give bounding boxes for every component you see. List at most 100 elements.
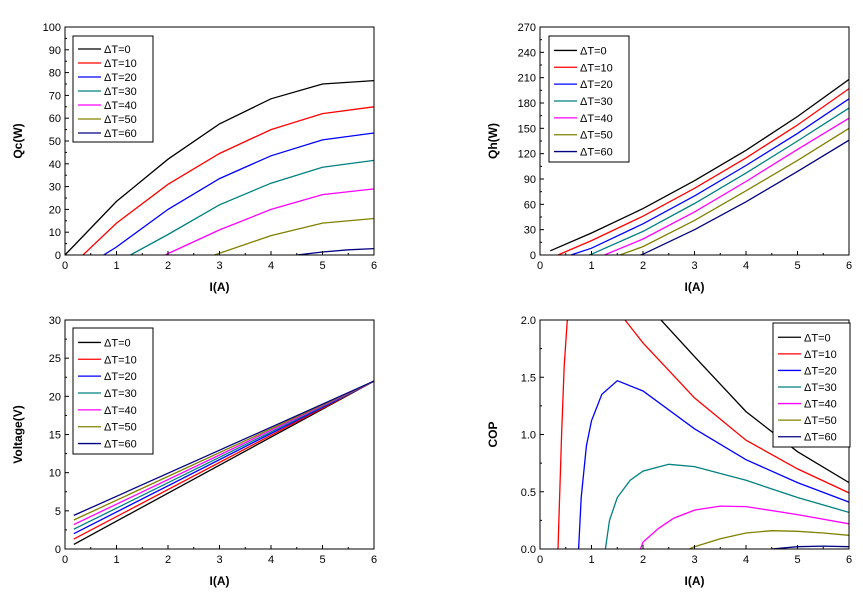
y-tick-label: 60 bbox=[524, 199, 536, 211]
legend-entry: ΔT=50 bbox=[580, 130, 613, 142]
legend-entry: ΔT=40 bbox=[104, 100, 137, 112]
y-tick-label: 50 bbox=[49, 136, 61, 148]
legend-entry: ΔT=10 bbox=[104, 354, 137, 366]
y-tick-label: 30 bbox=[49, 182, 61, 194]
y-tick-label: 2.0 bbox=[521, 315, 536, 327]
legend-entry: ΔT=40 bbox=[804, 399, 837, 411]
x-tick-label: 3 bbox=[691, 260, 697, 272]
y-tick-label: 70 bbox=[49, 90, 61, 102]
x-tick-label: 5 bbox=[794, 260, 800, 272]
legend-entry: ΔT=0 bbox=[580, 45, 607, 57]
y-tick-label: 20 bbox=[49, 391, 61, 403]
y-tick-label: 240 bbox=[518, 47, 536, 59]
y-tick-label: 0.5 bbox=[521, 487, 536, 499]
x-tick-label: 2 bbox=[640, 260, 646, 272]
series-line bbox=[570, 98, 849, 255]
legend-entry: ΔT=40 bbox=[104, 405, 137, 417]
series-line bbox=[550, 78, 849, 252]
series-line bbox=[619, 127, 849, 255]
series-line bbox=[689, 530, 849, 549]
series-line bbox=[73, 380, 374, 516]
chart-qc: 0 1 2 3 4 5 60102030405060708090100I(A)Qc(W)ΔT… bbox=[11, 22, 377, 294]
x-tick-label: 5 bbox=[319, 260, 325, 272]
chart-qh: 0 1 2 3 4 5 60306090120150180210240270I(A)Qh(W… bbox=[486, 22, 852, 294]
legend-entry: ΔT=30 bbox=[804, 382, 837, 394]
x-tick-label: 5 bbox=[794, 554, 800, 566]
series-line bbox=[604, 117, 849, 255]
y-tick-label: 90 bbox=[49, 45, 61, 57]
legend-entry: ΔT=50 bbox=[104, 114, 137, 126]
y-tick-label: 40 bbox=[49, 159, 61, 171]
series-line bbox=[82, 106, 374, 255]
x-tick-label: 0 bbox=[62, 260, 68, 272]
x-tick-label: 4 bbox=[743, 554, 749, 566]
y-tick-label: 0 bbox=[55, 544, 61, 556]
legend-box bbox=[72, 327, 154, 455]
series-group bbox=[557, 320, 849, 549]
legend-entry: ΔT=30 bbox=[580, 96, 613, 108]
legend: ΔT=0 ΔT=10 ΔT=20 ΔT=30 ΔT=40 ΔT=50 ΔT=60 bbox=[548, 35, 630, 163]
y-tick-label: 25 bbox=[49, 353, 61, 365]
legend-entry: ΔT=50 bbox=[804, 415, 837, 427]
x-tick-label: 4 bbox=[268, 260, 274, 272]
y-tick-label: 1.0 bbox=[521, 430, 536, 442]
legend-entry: ΔT=0 bbox=[804, 332, 831, 344]
legend-entry: ΔT=40 bbox=[580, 113, 613, 125]
x-tick-label: 3 bbox=[216, 260, 222, 272]
legend-entry: ΔT=60 bbox=[580, 147, 613, 159]
chart-cop: 0 1 2 3 4 5 60.00.51.01.52.0I(A)COPΔT=0ΔT=10ΔT… bbox=[486, 315, 852, 588]
y-tick-label: 80 bbox=[49, 68, 61, 80]
legend-entry: ΔT=60 bbox=[104, 439, 137, 451]
y-tick-label: 20 bbox=[49, 204, 61, 216]
x-axis-title: I(A) bbox=[210, 280, 230, 294]
legend-entry: ΔT=50 bbox=[104, 422, 137, 434]
series-line bbox=[640, 139, 849, 255]
legend-entry: ΔT=0 bbox=[104, 44, 131, 56]
y-tick-label: 150 bbox=[518, 123, 536, 135]
legend: ΔT=0 ΔT=10 ΔT=20 ΔT=30 ΔT=40 ΔT=50 ΔT=60 bbox=[772, 322, 851, 448]
y-tick-label: 10 bbox=[49, 227, 61, 239]
legend-entry: ΔT=20 bbox=[104, 371, 137, 383]
y-tick-label: 10 bbox=[49, 468, 61, 480]
y-tick-label: 0.0 bbox=[521, 544, 536, 556]
y-tick-label: 30 bbox=[49, 315, 61, 327]
legend-box bbox=[548, 35, 630, 163]
x-tick-label: 6 bbox=[371, 554, 377, 566]
legend-entry: ΔT=60 bbox=[104, 128, 137, 140]
x-tick-label: 4 bbox=[268, 554, 274, 566]
y-tick-label: 15 bbox=[49, 430, 61, 442]
y-tick-label: 5 bbox=[55, 506, 61, 518]
chart-voltage: 0 1 2 3 4 5 6051015202530I(A)Voltage(V)ΔT=0ΔT=… bbox=[11, 315, 377, 588]
y-tick-label: 120 bbox=[518, 149, 536, 161]
series-line bbox=[73, 380, 374, 540]
x-tick-label: 2 bbox=[640, 554, 646, 566]
legend-entry: ΔT=0 bbox=[104, 337, 131, 349]
series-line bbox=[73, 380, 374, 535]
y-axis-title: Qh(W) bbox=[486, 123, 500, 159]
x-tick-label: 2 bbox=[165, 554, 171, 566]
x-axis-title: I(A) bbox=[685, 574, 705, 588]
series-line bbox=[296, 247, 374, 255]
series-line bbox=[73, 380, 374, 545]
x-tick-label: 1 bbox=[588, 554, 594, 566]
series-group bbox=[73, 380, 374, 545]
series-line bbox=[73, 380, 374, 530]
x-tick-label: 6 bbox=[371, 260, 377, 272]
y-tick-label: 0 bbox=[55, 250, 61, 262]
series-line bbox=[577, 379, 849, 549]
y-tick-label: 100 bbox=[43, 22, 61, 34]
y-tick-label: 0 bbox=[530, 250, 536, 262]
series-line bbox=[557, 88, 849, 255]
legend-entry: ΔT=10 bbox=[104, 58, 137, 70]
series-line bbox=[65, 79, 374, 255]
legend-entry: ΔT=30 bbox=[104, 86, 137, 98]
series-line bbox=[557, 320, 568, 549]
legend-entry: ΔT=60 bbox=[804, 432, 837, 444]
x-tick-label: 0 bbox=[537, 554, 543, 566]
y-tick-label: 90 bbox=[524, 174, 536, 186]
series-line bbox=[660, 320, 849, 484]
series-line bbox=[604, 463, 849, 549]
legend-entry: ΔT=20 bbox=[804, 365, 837, 377]
legend: ΔT=0 ΔT=10 ΔT=20 ΔT=30 ΔT=40 ΔT=50 ΔT=60 bbox=[72, 327, 154, 455]
